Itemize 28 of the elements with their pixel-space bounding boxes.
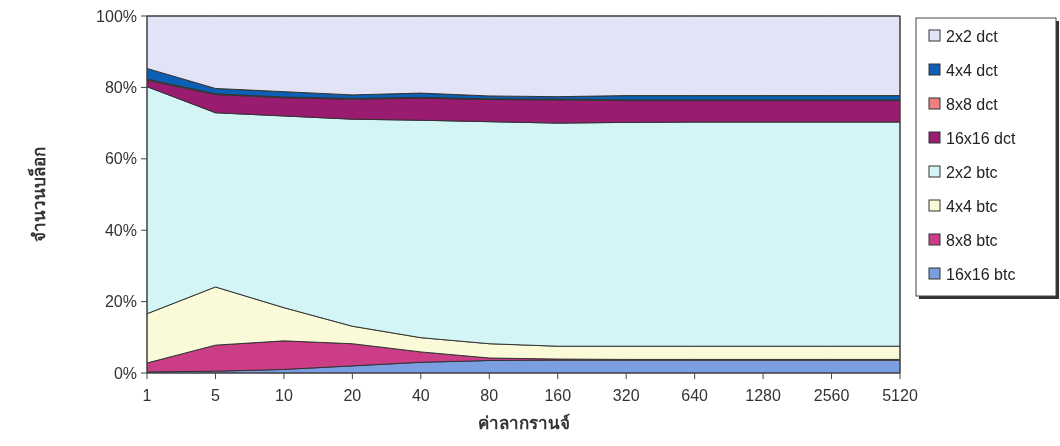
x-tick-label: 1 [142, 387, 152, 404]
legend-label: 8x8 dct [946, 95, 999, 113]
x-tick-label: 640 [681, 387, 709, 404]
x-tick-label: 160 [544, 387, 572, 404]
x-tick-label: 1280 [745, 387, 781, 404]
legend-label: 2x2 btc [946, 163, 998, 181]
y-tick-label: 0% [113, 364, 137, 382]
x-axis-title: ค่าลากรานจ์ [477, 413, 570, 433]
x-tick-label: 5 [211, 387, 220, 404]
legend-label: 4x4 dct [946, 61, 999, 79]
y-axis-title: จำนวนบล็อก [27, 147, 49, 242]
x-tick-label: 2560 [813, 387, 850, 404]
y-tick-label: 40% [104, 221, 137, 239]
legend-label: 16x16 dct [946, 129, 1016, 147]
legend-label: 4x4 btc [946, 197, 998, 215]
x-tick-label: 80 [480, 387, 499, 404]
x-tick-label: 40 [411, 387, 430, 404]
x-tick-label: 20 [343, 387, 362, 404]
x-tick-label: 10 [275, 387, 293, 404]
y-tick-label: 20% [104, 293, 137, 311]
legend-label: 2x2 dct [946, 27, 999, 45]
legend-label: 8x8 btc [946, 231, 998, 249]
x-tick-label: 5120 [882, 387, 918, 404]
legend-label: 16x16 btc [946, 265, 1016, 283]
y-tick-label: 60% [104, 150, 137, 168]
y-tick-label: 80% [104, 79, 137, 96]
x-tick-label: 320 [612, 387, 640, 404]
y-tick-label: 100% [96, 7, 137, 25]
